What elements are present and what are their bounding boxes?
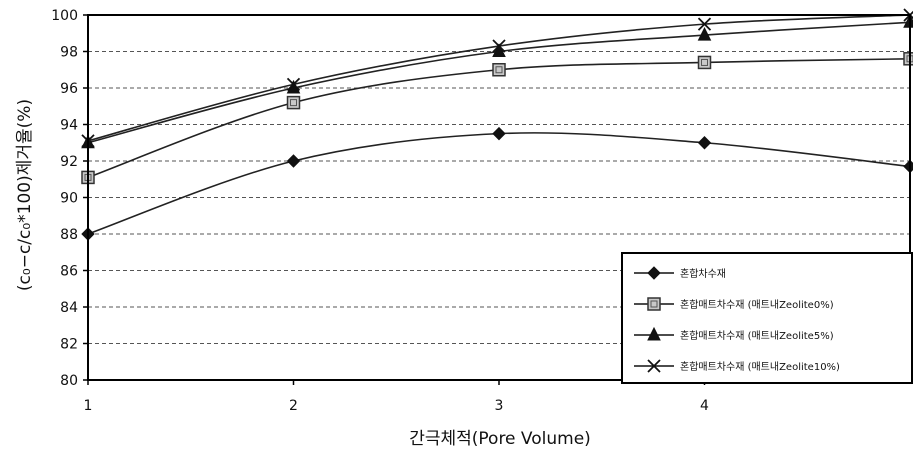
y-tick-label: 80 (60, 373, 78, 389)
series-line (87, 58, 911, 179)
square-point-inner (495, 66, 503, 74)
square-point-inner (701, 58, 708, 66)
series-3 (81, 14, 913, 149)
y-axis-label: (c₀−c/c₀*100)제거율(%) (15, 99, 35, 291)
triangle-point (697, 26, 712, 41)
square-point (492, 63, 506, 77)
x-point-stroke (492, 39, 506, 53)
square-point (697, 55, 712, 70)
x-point-stroke (647, 359, 661, 373)
y-tick-label: 98 (60, 45, 78, 61)
y-tick-label: 86 (60, 264, 78, 280)
diamond-point (697, 136, 712, 150)
diamond-point (903, 159, 913, 174)
triangle-point (647, 326, 661, 341)
x-point-stroke (697, 17, 712, 31)
square-point-inner (650, 300, 658, 308)
y-tick-label: 92 (60, 154, 78, 170)
triangle-point (492, 43, 506, 57)
x-axis-label: 간극체적(Pore Volume) (409, 429, 591, 449)
x-tick-label: 1 (84, 398, 93, 414)
series-line (87, 14, 911, 142)
legend-label: 혼합매트차수재 (매트내Zeolite10%) (680, 360, 840, 373)
y-tick-label: 88 (60, 227, 78, 243)
y-tick-label: 90 (60, 191, 78, 207)
x-tick-label: 2 (289, 398, 298, 414)
y-tick-label: 94 (60, 118, 78, 134)
axes (87, 14, 911, 381)
series-line (87, 132, 911, 235)
x-axis-ticks: 1 2 3 4 (84, 380, 709, 414)
x-tick-label: 4 (700, 398, 709, 414)
y-tick-label: 100 (51, 8, 78, 24)
y-tick-label: 82 (60, 337, 78, 353)
square-point-inner (290, 99, 297, 107)
legend-box (621, 252, 913, 384)
square-point (286, 95, 301, 110)
square-point (903, 52, 913, 66)
plot-frame (87, 14, 911, 381)
series-1 (81, 126, 913, 241)
y-tick-label: 96 (60, 81, 78, 97)
series-group (81, 8, 913, 241)
legend-label: 혼합차수재 (680, 267, 726, 280)
legend-label: 혼합매트차수재 (매트내Zeolite0%) (680, 298, 834, 311)
x-tick-label: 3 (495, 398, 504, 414)
series-line (87, 21, 911, 144)
diamond-point (647, 266, 661, 280)
legend-label: 혼합매트차수재 (매트내Zeolite5%) (680, 329, 834, 342)
square-point (647, 297, 661, 311)
y-axis-ticks: 80 82 84 86 88 90 92 94 96 98 100 (51, 8, 88, 389)
diamond-point (286, 154, 301, 168)
series-2 (81, 52, 913, 185)
x-point-stroke (286, 77, 301, 91)
diamond-point (492, 126, 506, 141)
y-tick-label: 84 (60, 300, 78, 316)
